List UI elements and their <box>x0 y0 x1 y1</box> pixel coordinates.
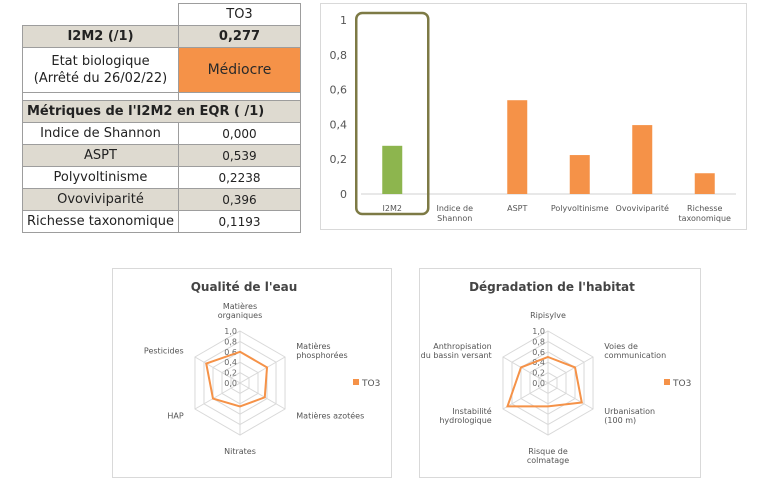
metrics-header: Métriques de l'I2M2 en EQR ( /1) <box>22 100 301 123</box>
radar-tick-label: 1,0 <box>532 327 545 336</box>
radar-axis-label: communication <box>604 351 666 360</box>
radar-water-panel: Qualité de l'eau 0,0 0,2 0,4 0,6 0,8 1,0 Matièr… <box>112 268 392 478</box>
y-tick-label: 0,8 <box>330 49 348 62</box>
radar-tick-label: 0,2 <box>224 369 237 378</box>
radar-spoke <box>239 356 286 384</box>
radar-axis-label: HAP <box>167 412 183 421</box>
radar-tick-label: 0,6 <box>224 348 237 357</box>
radar-title: Qualité de l'eau <box>191 280 298 294</box>
highlight-frame <box>355 11 430 216</box>
metric-value: 0,1193 <box>177 210 301 233</box>
metric-value: 0,000 <box>177 122 301 145</box>
bar <box>632 125 653 194</box>
legend-label: TO3 <box>672 379 691 389</box>
radar-water-quality: Qualité de l'eau 0,00,2 0,40,6 0,81,0 Matièr… <box>144 280 380 456</box>
radar-axis-label: Urbanisation <box>604 407 655 416</box>
x-tick-label: taxonomique <box>679 214 732 223</box>
x-tick-label: Ovoviviparité <box>616 203 669 213</box>
radar-axis-label: Pesticides <box>144 347 184 356</box>
site-header: TO3 <box>177 3 301 26</box>
metric-label: Richesse taxonomique <box>22 210 179 233</box>
radar-axis-label: du bassin versant <box>421 351 492 360</box>
y-tick-label: 1 <box>340 14 347 27</box>
radar-spoke <box>547 356 594 384</box>
radar-spoke <box>239 382 286 410</box>
radar-tick-label: 1,0 <box>224 327 237 336</box>
legend-swatch <box>664 379 670 385</box>
metric-label: Polyvoltinisme <box>22 166 179 189</box>
bar <box>382 145 403 194</box>
metric-label: ASPT <box>22 144 179 167</box>
etat-label: Etat biologique (Arrêté du 26/02/22) <box>22 47 179 93</box>
radar-tick-label: 0,0 <box>224 379 237 388</box>
radar-tick-label: 0,4 <box>224 358 237 367</box>
x-tick-label: Richesse <box>687 204 723 213</box>
metric-value: 0,396 <box>177 188 301 211</box>
radar-axis-label: Risque de <box>528 447 568 456</box>
radar-tick-label: 0,4 <box>532 358 545 367</box>
radar-axis-label: hydrologique <box>439 416 491 425</box>
x-tick-label: I2M2 <box>383 204 402 213</box>
metric-value: 0,539 <box>177 144 301 167</box>
radar-tick-label: 0,8 <box>224 337 237 346</box>
radar-series <box>205 350 269 408</box>
radar-axis-label: Voies de <box>604 342 638 351</box>
radar-spoke <box>194 382 241 410</box>
radar-axis-label: Matières <box>223 301 257 311</box>
x-tick-label: ASPT <box>507 204 527 213</box>
y-tick-label: 0,2 <box>330 153 348 166</box>
legend-swatch <box>353 379 359 385</box>
radar-axis-label: Ripisylve <box>530 311 566 320</box>
bar <box>507 100 528 194</box>
etat-value: Médiocre <box>177 47 301 93</box>
radar-tick-label: 0,2 <box>532 369 545 378</box>
radar-axis-label: phosphorées <box>296 350 347 360</box>
radar-axis-label: (100 m) <box>604 416 636 425</box>
x-tick-label: Indice de <box>436 204 473 213</box>
radar-axis-label: Anthropisation <box>433 342 491 351</box>
etat-label-line1: Etat biologique <box>51 54 150 69</box>
radar-habitat-degradation: Dégradation de l'habitat 0,00,2 0,40,6 0,81… <box>421 280 692 465</box>
x-tick-label: Shannon <box>437 214 472 223</box>
radar-axis-label: organiques <box>218 311 263 320</box>
y-tick-label: 0,6 <box>330 84 348 97</box>
radar-spoke <box>502 356 549 384</box>
radar-tick-label: 0,8 <box>532 337 545 346</box>
radar-axis-label: Matières azotées <box>296 411 364 421</box>
metric-label: Ovoviviparité <box>22 188 179 211</box>
metric-value: 0,2238 <box>177 166 301 189</box>
x-tick-label: Polyvoltinisme <box>551 204 609 213</box>
bar-chart-panel: 0 0,2 0,4 0,6 0,8 1 I2M2 Indice de Shannon ASPT Po… <box>320 3 747 230</box>
spacer-cell <box>22 92 179 101</box>
metric-label: Indice de Shannon <box>22 122 179 145</box>
legend-label: TO3 <box>361 379 380 389</box>
radar-tick-label: 0,6 <box>532 348 545 357</box>
radar-series <box>506 355 583 408</box>
etat-label-line2: (Arrêté du 26/02/22) <box>33 71 168 86</box>
bar <box>694 173 715 194</box>
radar-axis-label: Nitrates <box>224 447 256 456</box>
radar-spoke <box>194 356 241 384</box>
radar-axis-label: colmatage <box>527 456 569 465</box>
spacer-cell <box>177 92 301 101</box>
metrics-table: TO3 I2M2 (/1) 0,277 Etat biologique (Arr… <box>22 3 301 233</box>
i2m2-value: 0,277 <box>177 25 301 48</box>
radar-title: Dégradation de l'habitat <box>469 280 635 294</box>
radar-axis-label: Matières <box>296 341 330 351</box>
radar-spoke <box>547 382 594 410</box>
i2m2-label: I2M2 (/1) <box>22 25 179 48</box>
radar-habitat-panel: Dégradation de l'habitat 0,0 0,2 0,4 0,6 0,8 1… <box>419 268 701 478</box>
y-tick-label: 0,4 <box>330 118 348 131</box>
y-tick-label: 0 <box>340 188 347 201</box>
radar-spoke <box>502 382 549 410</box>
table-corner <box>22 3 179 26</box>
bar <box>569 155 590 194</box>
radar-tick-label: 0,0 <box>532 379 545 388</box>
radar-axis-label: Instabilité <box>452 406 492 416</box>
